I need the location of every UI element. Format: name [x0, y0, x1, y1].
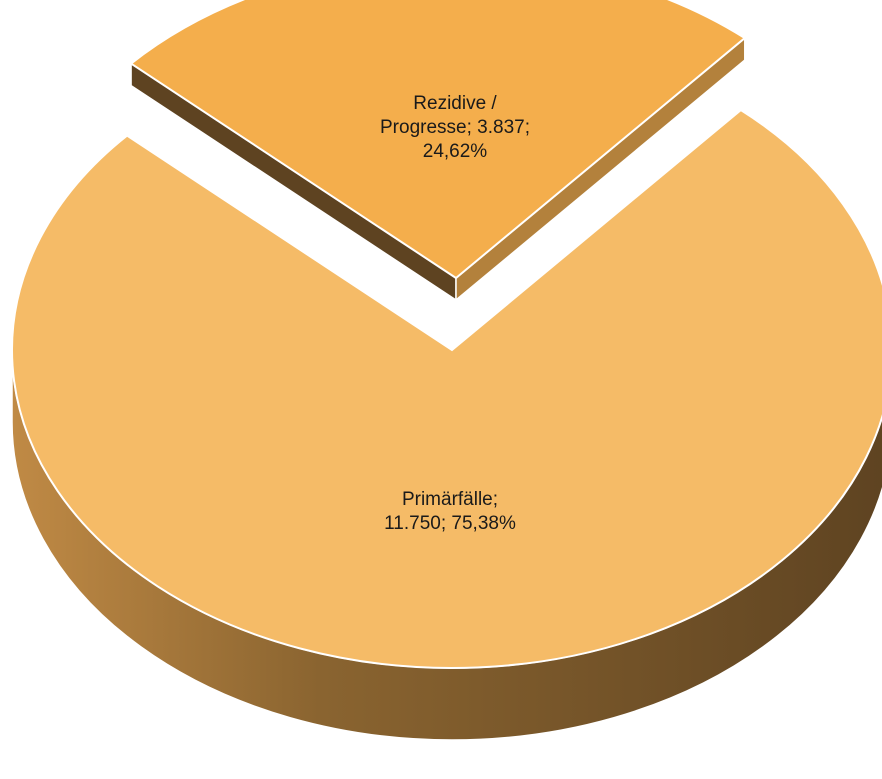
pie-depth-layer — [11, 36, 882, 741]
slice-label-primaerfaelle: Primärfälle; 11.750; 75,38% — [384, 489, 516, 534]
slice-rezidive — [129, 0, 747, 280]
pie-top-layer — [11, 0, 882, 669]
slice-primaerfaelle — [11, 108, 882, 669]
slice-label-rezidive: Rezidive / Progresse; 3.837; 24,62% — [380, 93, 530, 162]
